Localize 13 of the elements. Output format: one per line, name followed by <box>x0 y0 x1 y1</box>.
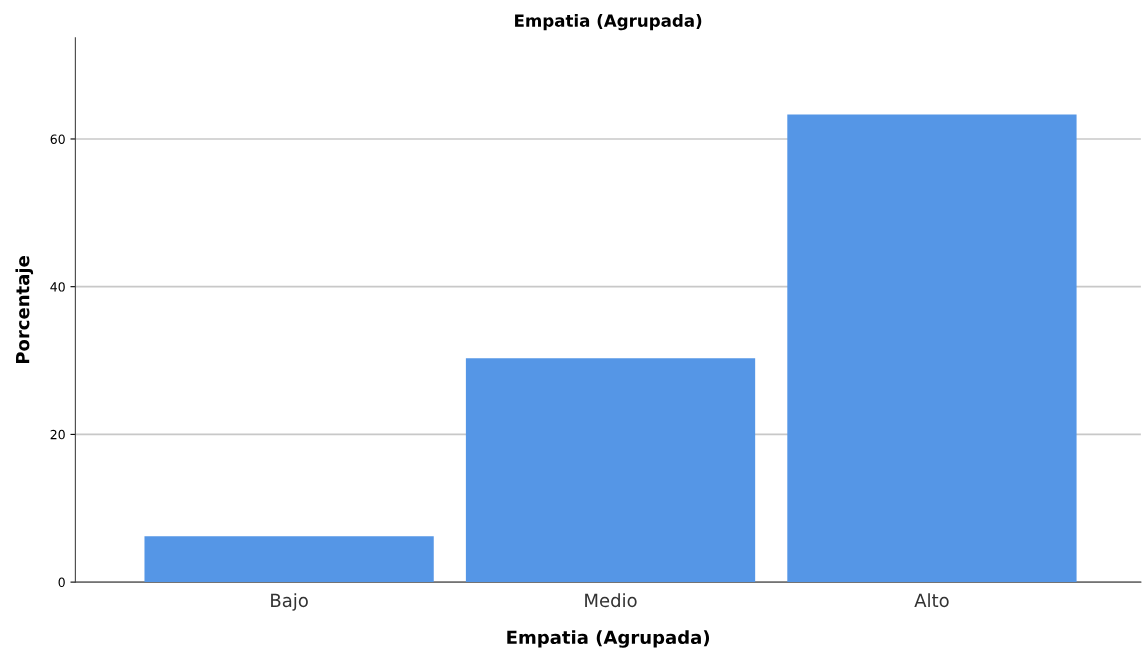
bar <box>144 536 434 583</box>
bar <box>465 358 756 583</box>
y-axis-title: Porcentaje <box>15 256 34 364</box>
y-tick-label: 40 <box>50 282 65 292</box>
x-tick-label: Bajo <box>271 593 308 611</box>
x-axis-title: Empatia (Agrupada) <box>507 630 710 648</box>
y-tick-label: 20 <box>50 429 65 440</box>
chart-title: Empatia (Agrupada) <box>515 14 702 31</box>
x-tick-label: Medio <box>585 593 637 608</box>
y-tick-label: 0 <box>58 577 65 588</box>
y-tick-label: 60 <box>50 134 65 144</box>
x-tick-label: Alto <box>914 593 949 608</box>
bar <box>787 114 1077 583</box>
